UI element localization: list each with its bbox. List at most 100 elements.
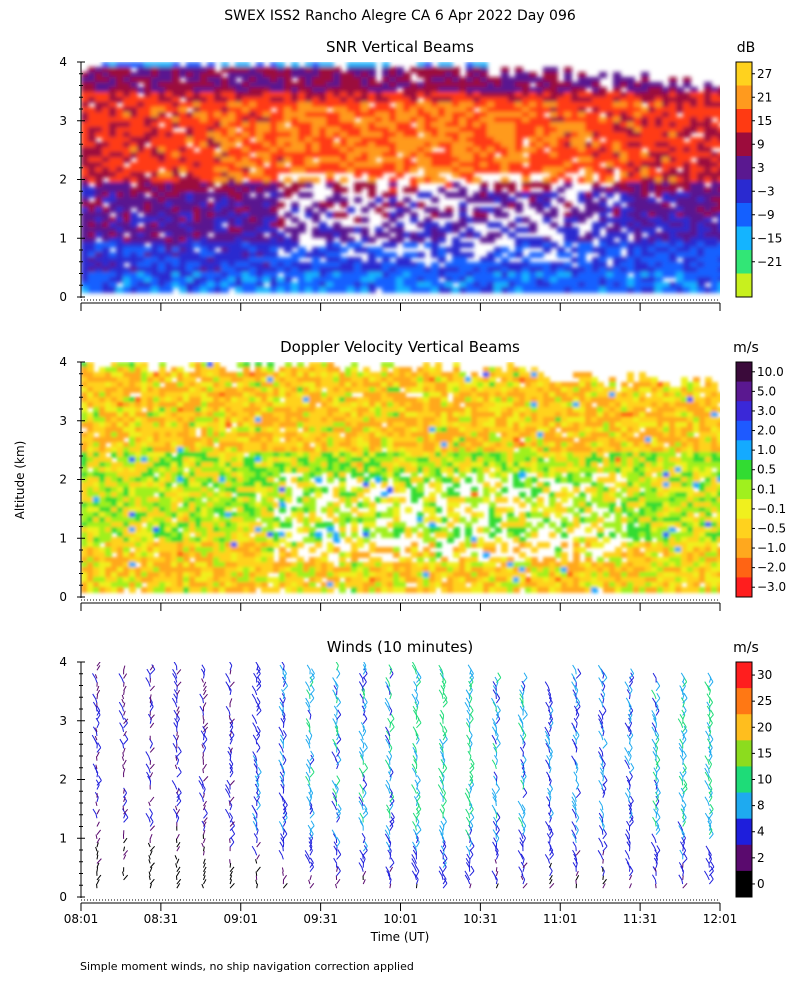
snr-cell — [277, 102, 285, 108]
snr-cell — [585, 212, 593, 218]
doppler-cell — [177, 522, 184, 528]
doppler-cell — [141, 387, 148, 393]
doppler-cell — [267, 482, 274, 488]
snr-cell — [480, 207, 488, 213]
snr-cell — [375, 147, 383, 153]
snr-cell — [81, 77, 89, 83]
snr-cell — [326, 212, 334, 218]
snr-cell — [312, 87, 320, 93]
snr-cell — [228, 122, 236, 128]
snr-cell — [452, 227, 460, 233]
snr-cell — [487, 257, 495, 263]
snr-cell — [452, 287, 460, 293]
snr-cell — [382, 77, 390, 83]
snr-cell — [431, 72, 439, 78]
snr-cell — [151, 62, 159, 68]
snr-cell — [368, 187, 376, 193]
snr-cell — [165, 157, 173, 163]
snr-cell — [88, 267, 96, 273]
snr-cell — [207, 87, 215, 93]
snr-cell — [263, 102, 271, 108]
snr-cell — [137, 187, 145, 193]
snr-cell — [368, 137, 376, 143]
snr-cell — [662, 172, 670, 178]
snr-cell — [382, 212, 390, 218]
snr-cell — [137, 277, 145, 283]
snr-cell — [354, 72, 362, 78]
colorbar-label: −15 — [757, 231, 782, 245]
snr-cell — [543, 187, 551, 193]
snr-cell — [536, 202, 544, 208]
doppler-cell — [255, 547, 262, 553]
snr-cell — [662, 167, 670, 173]
snr-cell — [669, 257, 677, 263]
snr-cell — [641, 137, 649, 143]
doppler-cell — [93, 572, 100, 578]
snr-cell — [144, 202, 152, 208]
doppler-cell — [93, 407, 100, 413]
doppler-cell — [87, 572, 94, 578]
snr-cell — [585, 202, 593, 208]
doppler-cell — [207, 487, 214, 493]
snr-cell — [109, 157, 117, 163]
snr-cell — [200, 137, 208, 143]
doppler-cell — [171, 502, 178, 508]
snr-cell — [144, 272, 152, 278]
doppler-cell — [213, 587, 220, 593]
doppler-cell — [231, 562, 238, 568]
snr-cell — [508, 87, 516, 93]
doppler-cell — [105, 532, 112, 538]
snr-cell — [193, 267, 201, 273]
snr-cell — [466, 177, 474, 183]
snr-cell — [270, 227, 278, 233]
doppler-cell — [123, 427, 130, 433]
snr-cell — [515, 132, 523, 138]
snr-cell — [550, 82, 558, 88]
snr-cell — [571, 137, 579, 143]
doppler-cell — [237, 392, 244, 398]
snr-cell — [326, 97, 334, 103]
doppler-cell — [213, 557, 220, 563]
snr-cell — [655, 112, 663, 118]
doppler-cell — [189, 372, 196, 378]
doppler-cell — [141, 477, 148, 483]
snr-cell — [480, 262, 488, 268]
snr-cell — [354, 67, 362, 73]
snr-cell — [529, 122, 537, 128]
snr-cell — [256, 92, 264, 98]
doppler-cell — [93, 507, 100, 513]
snr-cell — [508, 277, 516, 283]
doppler-cell — [267, 412, 274, 418]
snr-cell — [151, 132, 159, 138]
snr-cell — [424, 132, 432, 138]
doppler-cell — [225, 372, 232, 378]
snr-cell — [487, 142, 495, 148]
doppler-cell — [171, 562, 178, 568]
doppler-cell — [87, 497, 94, 503]
snr-cell — [123, 272, 131, 278]
snr-cell — [207, 127, 215, 133]
snr-cell — [606, 137, 614, 143]
snr-cell — [137, 247, 145, 253]
snr-cell — [158, 212, 166, 218]
doppler-cell — [267, 507, 274, 513]
snr-cell — [585, 112, 593, 118]
snr-cell — [585, 117, 593, 123]
doppler-cell — [219, 402, 226, 408]
snr-cell — [256, 192, 264, 198]
doppler-cell — [135, 372, 142, 378]
snr-cell — [221, 232, 229, 238]
doppler-cell — [93, 462, 100, 468]
snr-cell — [249, 197, 257, 203]
snr-cell — [214, 152, 222, 158]
snr-cell — [697, 142, 705, 148]
snr-cell — [599, 237, 607, 243]
doppler-cell — [177, 577, 184, 583]
snr-cell — [214, 262, 222, 268]
doppler-cell — [153, 517, 160, 523]
doppler-cell — [159, 392, 166, 398]
snr-cell — [697, 282, 705, 288]
snr-cell — [88, 117, 96, 123]
snr-cell — [291, 142, 299, 148]
doppler-cell — [147, 402, 154, 408]
